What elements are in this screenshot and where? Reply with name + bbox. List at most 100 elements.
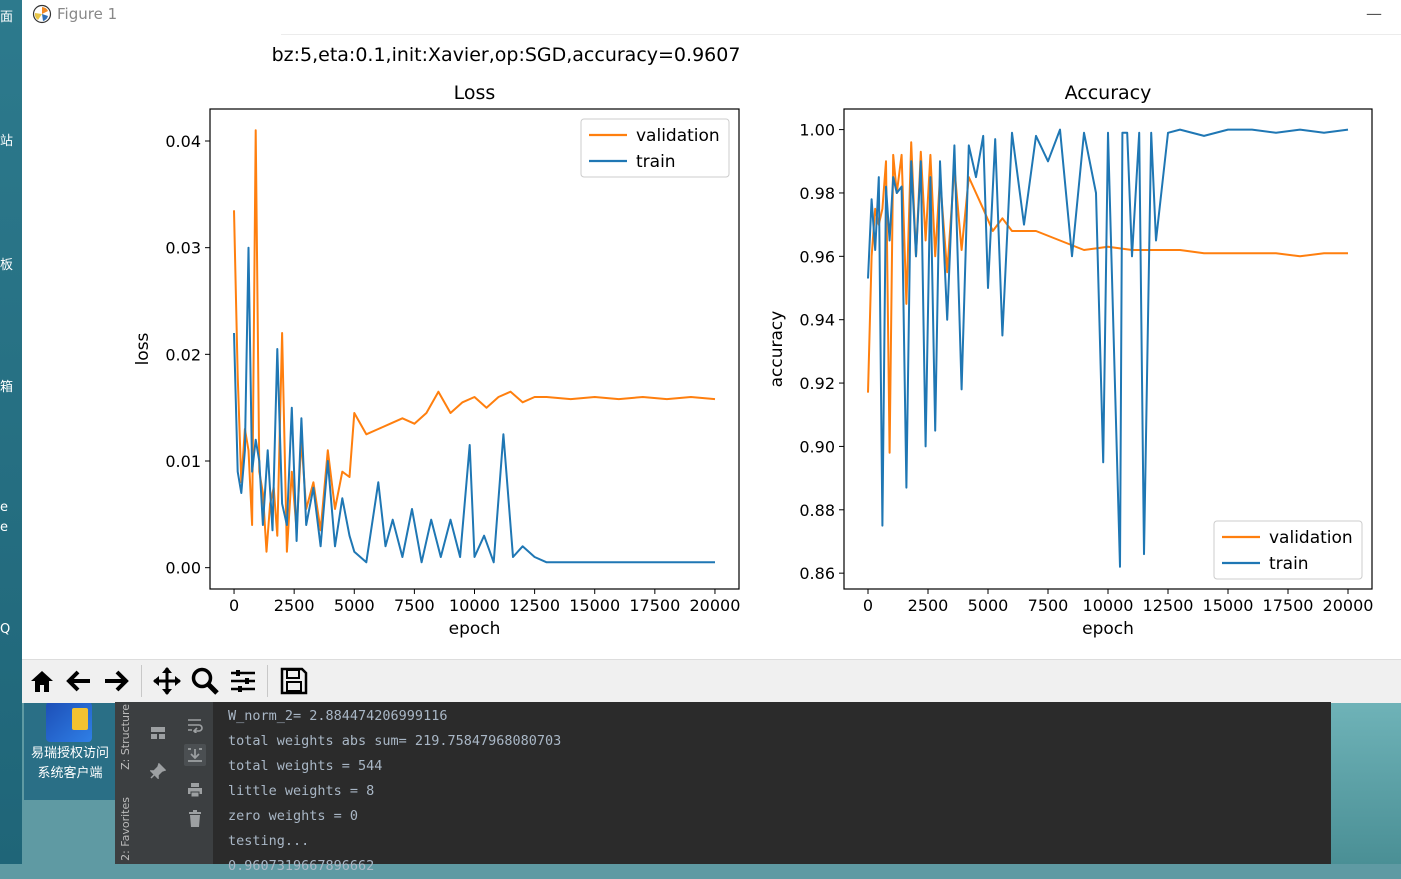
home-button[interactable]: [25, 664, 59, 698]
layout-icon[interactable]: [147, 722, 169, 744]
matplotlib-logo-icon: [32, 4, 52, 24]
chart-title: Loss: [454, 82, 496, 104]
x-tick-label: 10000: [1083, 596, 1134, 615]
shield-app-icon: [46, 702, 92, 742]
zoom-icon: [190, 666, 220, 696]
minimize-button[interactable]: —: [1359, 4, 1389, 26]
desktop-label-fragment: e: [0, 500, 8, 515]
legend: validation train: [581, 119, 729, 177]
legend-label: train: [1269, 554, 1309, 574]
chart-accuracy: Accuracy 0 2500 5000 7500 10000 12500 15000 1750…: [767, 82, 1373, 639]
y-axis-label: loss: [133, 332, 153, 365]
back-icon: [65, 667, 93, 695]
console-line: little weights = 8: [228, 779, 561, 804]
series-line-train: [234, 248, 715, 563]
legend-label: train: [636, 152, 676, 172]
soft-wrap-icon[interactable]: [184, 714, 206, 736]
desktop-shortcut-label: 系统客户端: [24, 764, 116, 783]
x-tick-label: 17500: [629, 596, 680, 615]
console-line: total weights = 544: [228, 754, 561, 779]
print-icon[interactable]: [184, 779, 206, 801]
trash-icon[interactable]: [184, 808, 206, 830]
favorites-tab[interactable]: 2: Favorites: [119, 797, 132, 861]
y-tick-label: 0.96: [799, 247, 835, 266]
x-tick-label: 7500: [1028, 596, 1069, 615]
window-title: Figure 1: [57, 5, 117, 23]
home-icon: [28, 667, 56, 695]
ide-side-strip: Z: Structure 2: Favorites: [115, 702, 142, 864]
desktop-shortcut-label: 易瑞授权访问: [24, 744, 116, 763]
chart-title: Accuracy: [1065, 82, 1152, 104]
toolbar-separator: [141, 665, 142, 697]
desktop-left-strip: 面 站 板 箱 e e Q: [0, 0, 22, 864]
desktop-label-fragment: 站: [0, 130, 13, 149]
desktop-wallpaper: [1331, 702, 1401, 864]
desktop-label-fragment: 板: [0, 254, 13, 273]
legend: validation train: [1214, 521, 1362, 579]
series-line-validation: [234, 130, 715, 551]
desktop-label-fragment: e: [0, 520, 8, 535]
forward-button[interactable]: [99, 664, 133, 698]
desktop-label-fragment: 面: [0, 6, 13, 25]
zoom-button[interactable]: [188, 664, 222, 698]
ide-tool-column: [141, 702, 214, 864]
structure-tab[interactable]: Z: Structure: [119, 704, 132, 770]
figure-canvas[interactable]: bz:5,eta:0.1,init:Xavier,op:SGD,accuracy…: [22, 36, 1401, 658]
y-tick-label: 0.98: [799, 184, 835, 203]
x-tick-label: 15000: [569, 596, 620, 615]
series-line-train: [868, 130, 1348, 567]
x-axis-label: epoch: [449, 619, 501, 639]
pin-icon[interactable]: [147, 760, 169, 782]
ide-run-panel: Z: Structure 2: Favorites W_norm_2= 2.88…: [115, 702, 1331, 864]
console-line: testing...: [228, 829, 561, 854]
scroll-to-end-icon[interactable]: [184, 744, 206, 766]
x-tick-label: 10000: [449, 596, 500, 615]
x-tick-label: 17500: [1263, 596, 1314, 615]
y-tick-label: 0.88: [799, 501, 835, 520]
chart-loss: Loss 0 2500 5000 7500 10000 12500 15000 17500 200…: [133, 82, 740, 639]
configure-subplots-button[interactable]: [226, 664, 260, 698]
x-tick-label: 7500: [394, 596, 435, 615]
pan-icon: [152, 666, 182, 696]
console-line: total weights abs sum= 219.7584796808070…: [228, 729, 561, 754]
forward-icon: [102, 667, 130, 695]
console-line: 0.9607319667896662: [228, 854, 561, 879]
save-button[interactable]: [277, 664, 311, 698]
x-tick-label: 0: [229, 596, 239, 615]
window-titlebar[interactable]: Figure 1 —: [22, 0, 1401, 30]
x-tick-label: 2500: [274, 596, 315, 615]
legend-label: validation: [1269, 528, 1353, 548]
title-divider: [281, 34, 1401, 35]
desktop-label-fragment: 箱: [0, 376, 13, 395]
y-tick-label: 0.00: [165, 559, 201, 578]
x-tick-label: 20000: [1323, 596, 1374, 615]
save-icon: [279, 666, 309, 696]
y-axis-label: accuracy: [767, 311, 787, 388]
figure-toolbar: [22, 659, 1401, 703]
x-tick-label: 2500: [908, 596, 949, 615]
x-axis-label: epoch: [1082, 619, 1134, 639]
y-tick-label: 0.04: [165, 132, 201, 151]
desktop-label-fragment: Q: [0, 622, 10, 637]
pan-button[interactable]: [150, 664, 184, 698]
console-output[interactable]: W_norm_2= 2.884474206999116 total weight…: [228, 704, 561, 879]
x-tick-label: 20000: [690, 596, 741, 615]
y-tick-label: 0.92: [799, 374, 835, 393]
y-tick-label: 0.02: [165, 345, 201, 364]
console-line: zero weights = 0: [228, 804, 561, 829]
console-line: W_norm_2= 2.884474206999116: [228, 704, 561, 729]
x-tick-label: 12500: [1143, 596, 1194, 615]
y-tick-label: 1.00: [799, 121, 835, 140]
toolbar-separator: [267, 665, 268, 697]
desktop-shortcut-client[interactable]: 易瑞授权访问 系统客户端: [24, 700, 116, 800]
figure-suptitle: bz:5,eta:0.1,init:Xavier,op:SGD,accuracy…: [272, 44, 741, 66]
x-tick-label: 0: [863, 596, 873, 615]
x-tick-label: 15000: [1203, 596, 1254, 615]
legend-label: validation: [636, 126, 720, 146]
figure-window: Figure 1 — bz:5,eta:0.1,init:Xavier,op:S…: [22, 0, 1401, 702]
back-button[interactable]: [62, 664, 96, 698]
y-tick-label: 0.90: [799, 437, 835, 456]
x-tick-label: 5000: [968, 596, 1009, 615]
x-tick-label: 5000: [334, 596, 375, 615]
x-tick-label: 12500: [509, 596, 560, 615]
